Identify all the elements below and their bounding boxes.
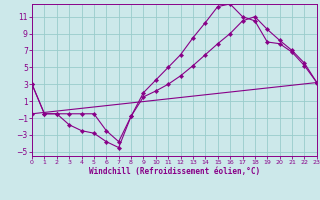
X-axis label: Windchill (Refroidissement éolien,°C): Windchill (Refroidissement éolien,°C) bbox=[89, 167, 260, 176]
